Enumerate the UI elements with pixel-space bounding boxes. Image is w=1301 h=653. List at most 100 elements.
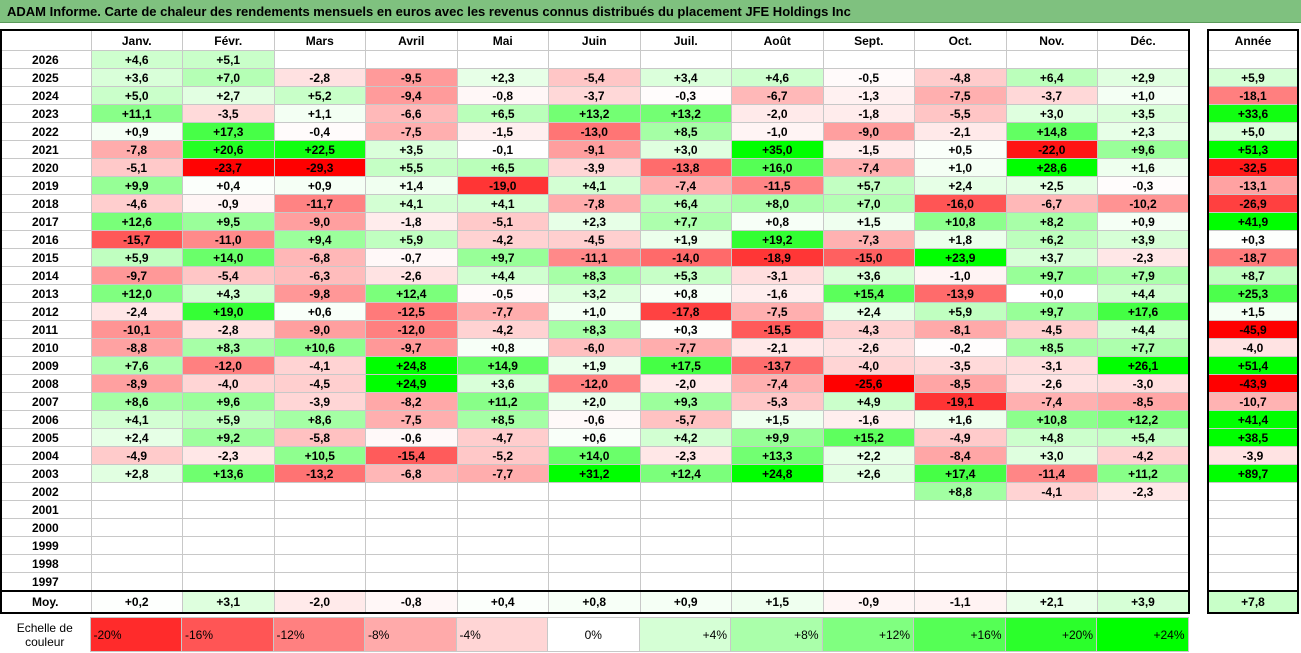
heatmap-cell: -3,1 [731, 266, 824, 285]
year-label: 2002 [0, 482, 92, 501]
heatmap-cell: +10,6 [273, 338, 366, 357]
heatmap-cell: -10,2 [1097, 194, 1190, 213]
heatmap-cell: +1,0 [1097, 86, 1190, 105]
annual-cell: -18,7 [1207, 248, 1299, 267]
heatmap-cell: +5,3 [639, 266, 732, 285]
heatmap-cell: -9,4 [365, 86, 458, 105]
heatmap-cell: -2,3 [182, 446, 275, 465]
heatmap-cell: -7,7 [456, 302, 549, 321]
heatmap-cell: -8,5 [1097, 392, 1190, 411]
heatmap-cell [365, 536, 458, 555]
heatmap-cell: +2,3 [1097, 122, 1190, 141]
heatmap-cell: +9,6 [1097, 140, 1190, 159]
table-row: 2026 +4,6 +5,1 [0, 50, 1190, 69]
color-scale-step: +12% [821, 617, 914, 652]
annual-cell: -3,9 [1207, 446, 1299, 465]
heatmap-cell: -4,8 [914, 68, 1007, 87]
average-cell: -0,8 [365, 590, 458, 614]
table-row: +51,3 [1207, 140, 1299, 159]
year-label: 2015 [0, 248, 92, 267]
color-scale-label-line1: Echelle de [16, 620, 73, 635]
heatmap-cell: -2,1 [731, 338, 824, 357]
heatmap-cell: +1,0 [914, 158, 1007, 177]
heatmap-cell [365, 500, 458, 519]
table-row: 2014 -9,7 -5,4 -6,3 -2,6 +4,4 +8,3 +5,3 -3,1 +3,6… [0, 266, 1190, 285]
heatmap-cell: -4,0 [822, 356, 915, 375]
heatmap-cell: -4,5 [273, 374, 366, 393]
heatmap-cell: +14,8 [1005, 122, 1098, 141]
table-row [1207, 50, 1299, 69]
heatmap-cell: +4,1 [548, 176, 641, 195]
heatmap-cell [639, 572, 732, 592]
heatmap-cell: -13,0 [548, 122, 641, 141]
heatmap-cell: -7,5 [731, 302, 824, 321]
table-row [1207, 482, 1299, 501]
chart-title: ADAM Informe. Carte de chaleur des rende… [0, 0, 1301, 23]
heatmap-cell [273, 554, 366, 573]
heatmap-cell [273, 572, 366, 592]
heatmap-cell: +3,6 [90, 68, 183, 87]
average-label: Moy. [0, 590, 92, 614]
heatmap-cell: +3,0 [639, 140, 732, 159]
heatmap-cell: +5,9 [182, 410, 275, 429]
heatmap-cell: +7,0 [182, 68, 275, 87]
heatmap-cell: -3,5 [182, 104, 275, 123]
heatmap-cell: +17,5 [639, 356, 732, 375]
table-row: +5,0 [1207, 122, 1299, 141]
heatmap-cell: +5,1 [182, 50, 275, 69]
heatmap-cell: -7,7 [639, 338, 732, 357]
table-row: +41,4 [1207, 410, 1299, 429]
year-label: 2008 [0, 374, 92, 393]
table-row: +1,5 [1207, 302, 1299, 321]
heatmap-cell: +7,7 [1097, 338, 1190, 357]
year-label: 2026 [0, 50, 92, 69]
heatmap-cell: -29,3 [273, 158, 366, 177]
heatmap-cell: -1,8 [365, 212, 458, 231]
heatmap-cell [639, 518, 732, 537]
table-row: 2004 -4,9 -2,3 +10,5 -15,4 -5,2 +14,0 -2,3 +13,3… [0, 446, 1190, 465]
table-row: +51,4 [1207, 356, 1299, 375]
heatmap-cell [731, 500, 824, 519]
heatmap-cell [365, 554, 458, 573]
heatmap-cell: +9,4 [273, 230, 366, 249]
table-row: 2002 +8,8 -4,1 -2,3 [0, 482, 1190, 501]
table-row: -13,1 [1207, 176, 1299, 195]
annual-returns-table: Année +5,9 -18,1 +33,6 +5,0 +51,3 -32,5 -13,1 -2… [1207, 29, 1299, 614]
heatmap-cell [731, 572, 824, 592]
table-row: 2019 +9,9 +0,4 +0,9 +1,4 -19,0 +4,1 -7,4 -11,5 +5… [0, 176, 1190, 195]
annual-cell: +41,9 [1207, 212, 1299, 231]
heatmap-cell: +24,9 [365, 374, 458, 393]
heatmap-cell [639, 536, 732, 555]
heatmap-cell: -6,0 [548, 338, 641, 357]
table-row: +41,9 [1207, 212, 1299, 231]
table-row: 2022 +0,9 +17,3 -0,4 -7,5 -1,5 -13,0 +8,5 -1,0 -9… [0, 122, 1190, 141]
heatmap-cell: -13,9 [914, 284, 1007, 303]
heatmap-cell [822, 572, 915, 592]
heatmap-cell: -0,8 [456, 86, 549, 105]
heatmap-cell: -12,0 [365, 320, 458, 339]
heatmap-cell: +24,8 [731, 464, 824, 483]
table-row: 2003 +2,8 +13,6 -13,2 -6,8 -7,7 +31,2 +12,4 +24,… [0, 464, 1190, 483]
heatmap-cell: -0,3 [1097, 176, 1190, 195]
heatmap-cell: +2,9 [1097, 68, 1190, 87]
table-row [1207, 500, 1299, 519]
heatmap-cell: +4,1 [365, 194, 458, 213]
heatmap-cell: +12,4 [639, 464, 732, 483]
table-row: 2000 [0, 518, 1190, 537]
annual-cell: +5,9 [1207, 68, 1299, 87]
heatmap-cell: +9,3 [639, 392, 732, 411]
heatmap-cell: +8,8 [914, 482, 1007, 501]
month-header: Mars [273, 29, 366, 51]
color-scale-step: +4% [638, 617, 731, 652]
heatmap-cell: -0,3 [639, 86, 732, 105]
heatmap-cell [90, 536, 183, 555]
year-label: 2000 [0, 518, 92, 537]
heatmap-cell: +17,3 [182, 122, 275, 141]
heatmap-cell [90, 572, 183, 592]
heatmap-cell [914, 536, 1007, 555]
heatmap-cell [639, 554, 732, 573]
annual-cell: +1,5 [1207, 302, 1299, 321]
table-row: 1998 [0, 554, 1190, 573]
heatmap-cell: +2,8 [90, 464, 183, 483]
heatmap-cell [456, 572, 549, 592]
